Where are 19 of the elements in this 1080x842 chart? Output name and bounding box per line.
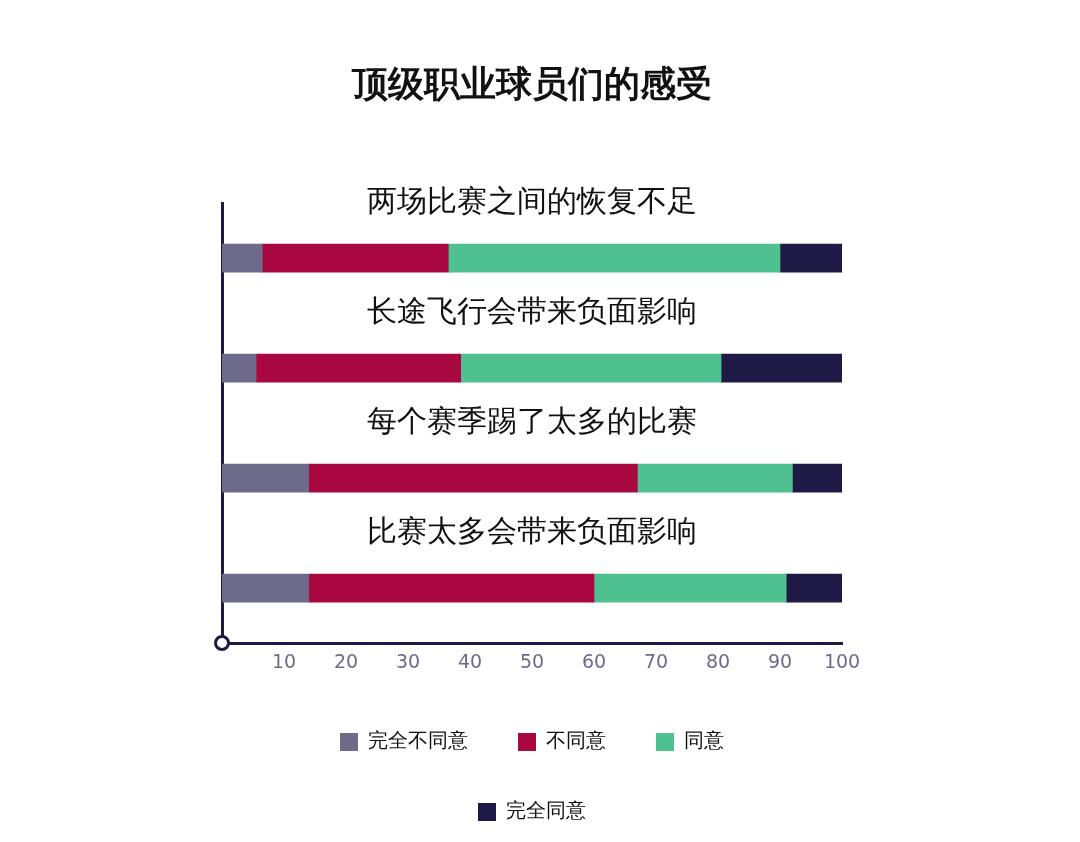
y-tick-label: 比赛太多会带来负面影响: [367, 513, 697, 548]
y-tick-label: 长途飞行会带来负面影响: [367, 293, 697, 328]
chart-title: 顶级职业球员们的感受: [351, 62, 712, 104]
x-tick-label: 40: [457, 649, 483, 672]
x-tick-label: 60: [581, 649, 607, 672]
x-tick-label: 30: [395, 649, 421, 672]
x-tick-label: 100: [823, 649, 861, 672]
x-tick-label: 90: [767, 649, 793, 672]
legend-label: 完全同意: [506, 798, 586, 823]
x-tick-label: 10: [271, 649, 297, 672]
y-tick-label: 两场比赛之间的恢复不足: [367, 183, 697, 218]
x-tick-label: 80: [705, 649, 731, 672]
x-tick-label: 20: [333, 649, 359, 672]
legend-label: 同意: [684, 728, 724, 753]
x-tick-label: 70: [643, 649, 669, 672]
legend-label: 不同意: [546, 728, 606, 753]
y-tick-label: 每个赛季踢了太多的比赛: [367, 403, 697, 438]
x-tick-label: 50: [519, 649, 545, 672]
legend-label: 完全不同意: [368, 728, 468, 753]
